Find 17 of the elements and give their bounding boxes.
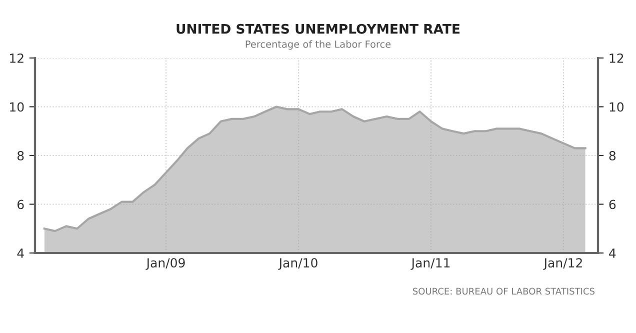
y-tick-label: 8 <box>17 150 24 160</box>
y2-tick-label: 12 <box>610 53 624 63</box>
x-tick-label: Jan/11 <box>410 258 450 270</box>
x-tick-label: Jan/09 <box>146 258 185 270</box>
source-note: SOURCE: BUREAU OF LABOR STATISTICS <box>412 288 594 295</box>
y-tick-label: 4 <box>17 248 24 258</box>
chart-title: UNITED STATES UNEMPLOYMENT RATE <box>176 24 460 34</box>
y2-tick-label: 8 <box>609 150 616 160</box>
x-tick-label: Jan/12 <box>543 258 582 270</box>
y-tick-label: 12 <box>10 53 24 63</box>
y-tick-label: 6 <box>18 200 24 210</box>
y2-tick-label: 10 <box>610 102 624 112</box>
y-tick-label: 10 <box>10 102 24 112</box>
y2-tick-label: 6 <box>609 200 616 210</box>
chart-subtitle: Percentage of the Labor Force <box>246 40 391 50</box>
y2-tick-label: 4 <box>609 248 616 258</box>
x-tick-label: Jan/10 <box>278 258 318 270</box>
